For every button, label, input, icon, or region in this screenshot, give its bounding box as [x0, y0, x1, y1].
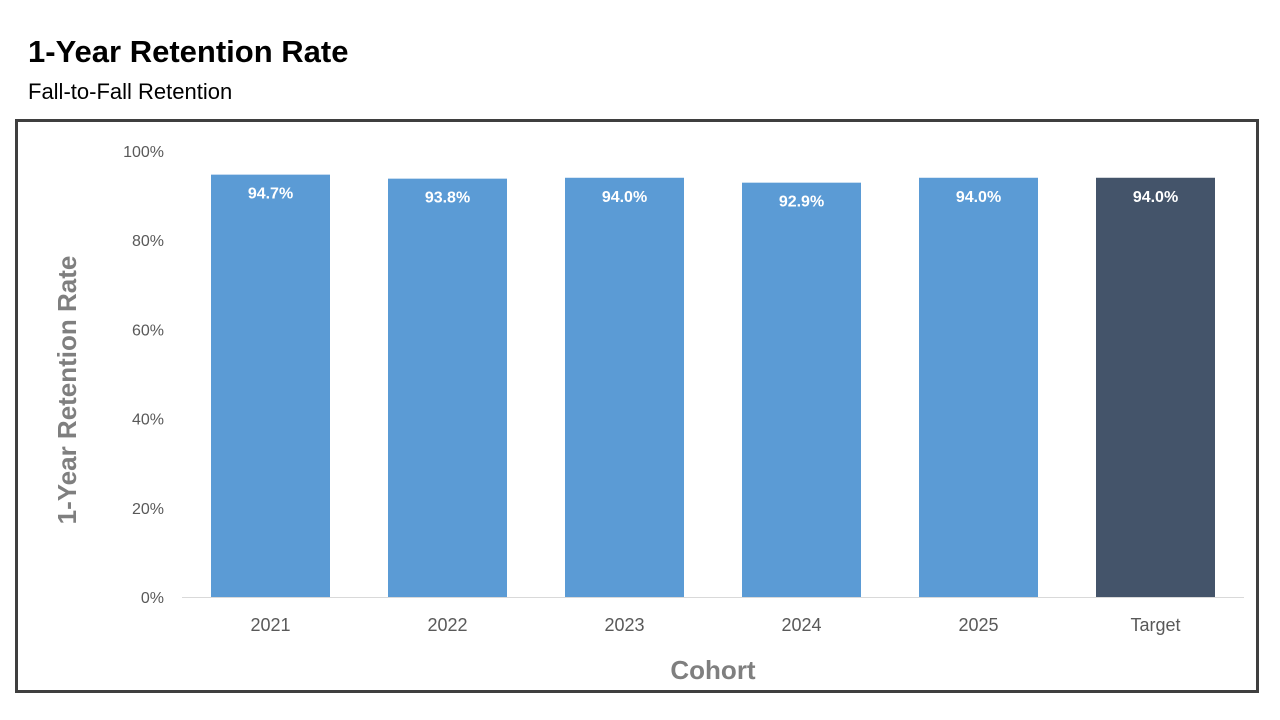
bar-data-label: 94.0%: [956, 189, 1001, 206]
x-category-label: 2024: [781, 615, 821, 635]
y-tick-label: 0%: [141, 590, 164, 607]
x-category-label: Target: [1130, 615, 1180, 635]
page-subtitle: Fall-to-Fall Retention: [28, 79, 233, 104]
y-axis-title: 1-Year Retention Rate: [52, 256, 82, 525]
y-tick-label: 60%: [132, 322, 164, 339]
bar-data-label: 93.8%: [425, 190, 470, 207]
bar-2025: [919, 177, 1038, 597]
y-tick-label: 100%: [123, 144, 164, 161]
page-title: 1-Year Retention Rate: [28, 34, 349, 69]
x-category-label: 2025: [958, 615, 998, 635]
y-tick-label: 40%: [132, 412, 164, 429]
bar-2023: [565, 177, 684, 597]
bar-2022: [388, 178, 507, 598]
bar-data-label: 94.0%: [602, 189, 647, 206]
x-category-label: 2021: [250, 615, 290, 635]
bar-series: [211, 174, 1215, 598]
bar-2021: [211, 174, 330, 597]
x-axis-title: Cohort: [670, 655, 756, 685]
y-tick-label: 80%: [132, 233, 164, 250]
x-category-label: 2022: [427, 615, 467, 635]
bar-data-label: 92.9%: [779, 194, 824, 211]
bar-data-label: 94.0%: [1133, 189, 1178, 206]
bar-target: [1096, 177, 1215, 597]
y-axis-ticks: 0% 20% 40% 60% 80% 100%: [123, 144, 164, 607]
x-axis-category-labels: 2021 2022 2023 2024 2025 Target: [250, 615, 1180, 635]
bar-data-labels: 94.7% 93.8% 94.0% 92.9% 94.0% 94.0%: [248, 186, 1178, 211]
y-tick-label: 20%: [132, 501, 164, 518]
x-category-label: 2023: [604, 615, 644, 635]
bar-2024: [742, 182, 861, 597]
bar-data-label: 94.7%: [248, 186, 293, 203]
